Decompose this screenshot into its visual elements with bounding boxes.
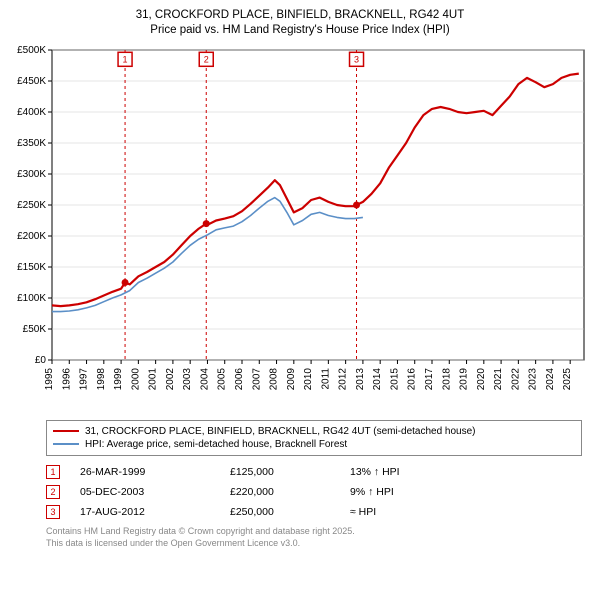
sale-date: 17-AUG-2012 [80,506,230,518]
x-tick-label: 2008 [269,367,280,390]
title-subtitle: Price paid vs. HM Land Registry's House … [10,23,590,38]
legend-swatch [53,430,79,432]
sale-marker-num: 3 [354,54,359,64]
legend-label: HPI: Average price, semi-detached house,… [85,439,347,450]
sale-num-badge: 1 [46,465,60,479]
y-tick-label: £500K [17,45,46,56]
x-tick-label: 2025 [562,367,573,390]
sale-num-badge: 3 [46,505,60,519]
x-tick-label: 2003 [182,367,193,390]
table-row: 2 05-DEC-2003£220,0009% ↑ HPI [46,482,590,502]
sale-point [203,220,210,227]
sale-price: £125,000 [230,466,350,478]
footer-line1: Contains HM Land Registry data © Crown c… [46,526,590,538]
x-tick-label: 2004 [199,367,210,390]
sale-hpi: 9% ↑ HPI [350,486,470,498]
sale-hpi: 13% ↑ HPI [350,466,470,478]
x-tick-label: 2019 [459,367,470,390]
sale-hpi: ≈ HPI [350,506,470,518]
x-tick-label: 2023 [528,367,539,390]
y-tick-label: £150K [17,262,46,273]
footer-attribution: Contains HM Land Registry data © Crown c… [46,526,590,549]
sale-marker-num: 2 [204,54,209,64]
x-tick-label: 2006 [234,367,245,390]
y-tick-label: £350K [17,138,46,149]
sales-table: 1 26-MAR-1999£125,00013% ↑ HPI 2 05-DEC-200… [46,462,590,522]
x-tick-label: 2020 [476,367,487,390]
legend-label: 31, CROCKFORD PLACE, BINFIELD, BRACKNELL… [85,426,476,437]
sale-point [353,201,360,208]
x-tick-label: 2024 [545,367,556,390]
chart-title: 31, CROCKFORD PLACE, BINFIELD, BRACKNELL… [10,8,590,38]
sale-price: £220,000 [230,486,350,498]
x-tick-label: 2007 [251,367,262,390]
legend: 31, CROCKFORD PLACE, BINFIELD, BRACKNELL… [46,420,582,456]
x-tick-label: 2012 [338,367,349,390]
sale-num-badge: 2 [46,485,60,499]
sale-marker-num: 1 [123,54,128,64]
x-tick-label: 2013 [355,367,366,390]
footer-line2: This data is licensed under the Open Gov… [46,538,590,550]
title-address: 31, CROCKFORD PLACE, BINFIELD, BRACKNELL… [10,8,590,23]
y-tick-label: £50K [23,324,47,335]
y-tick-label: £100K [17,293,46,304]
x-tick-label: 2002 [165,367,176,390]
x-tick-label: 2011 [320,367,331,389]
x-tick-label: 1995 [44,367,55,390]
x-tick-label: 1996 [61,367,72,390]
sale-point [122,279,129,286]
legend-item: HPI: Average price, semi-detached house,… [53,438,575,451]
x-tick-label: 2001 [148,367,159,390]
x-tick-label: 2005 [217,367,228,390]
x-tick-label: 2022 [510,367,521,390]
y-tick-label: £250K [17,200,46,211]
sale-date: 05-DEC-2003 [80,486,230,498]
x-tick-label: 2010 [303,367,314,390]
x-tick-label: 2018 [441,367,452,390]
y-tick-label: £0 [35,355,47,366]
y-tick-label: £400K [17,107,46,118]
y-tick-label: £200K [17,231,46,242]
y-tick-label: £450K [17,76,46,87]
x-tick-label: 2015 [389,367,400,390]
y-tick-label: £300K [17,169,46,180]
chart-area: £0 £50K £100K £150K £200K £250K £300K £350K £400… [10,42,590,412]
x-tick-label: 2009 [286,367,297,390]
x-tick-label: 2000 [130,367,141,390]
table-row: 1 26-MAR-1999£125,00013% ↑ HPI [46,462,590,482]
x-tick-label: 2021 [493,367,504,390]
x-tick-label: 1998 [96,367,107,390]
sale-date: 26-MAR-1999 [80,466,230,478]
x-tick-label: 1999 [113,367,124,390]
table-row: 3 17-AUG-2012£250,000≈ HPI [46,502,590,522]
x-tick-label: 2014 [372,367,383,390]
sale-price: £250,000 [230,506,350,518]
legend-item: 31, CROCKFORD PLACE, BINFIELD, BRACKNELL… [53,425,575,438]
line-chart: £0 £50K £100K £150K £200K £250K £300K £350K £400… [10,42,590,412]
x-tick-label: 2017 [424,367,435,390]
x-tick-label: 1997 [79,367,90,390]
x-tick-label: 2016 [407,367,418,390]
legend-swatch [53,443,79,445]
